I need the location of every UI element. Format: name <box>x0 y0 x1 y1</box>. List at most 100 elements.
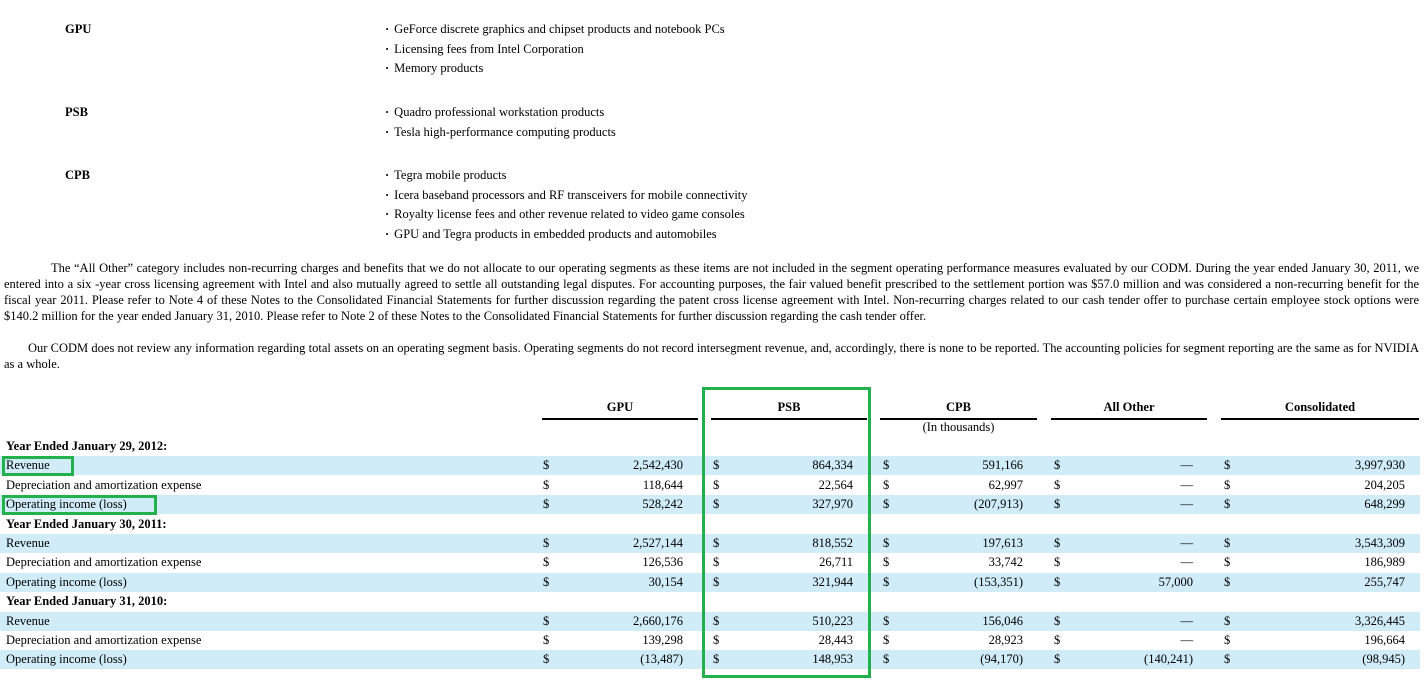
cell-value: — <box>1180 536 1194 550</box>
currency-symbol: $ <box>1054 613 1061 628</box>
cell-value: 148,953 <box>812 652 853 667</box>
currency-symbol: $ <box>1224 574 1231 589</box>
cell-value: 3,997,930 <box>1355 458 1405 473</box>
row-label: Revenue <box>6 458 50 473</box>
segment-item: Quadro professional workstation products <box>385 103 616 123</box>
currency-symbol: $ <box>1224 633 1231 647</box>
column-header-cpb: CPB <box>880 398 1037 420</box>
units-note: (In thousands) <box>922 420 995 434</box>
cell-value: 126,536 <box>642 555 683 570</box>
currency-symbol: $ <box>713 633 720 647</box>
cell-value: — <box>1180 497 1194 512</box>
currency-symbol: $ <box>543 652 550 667</box>
cell-value: 3,543,309 <box>1355 536 1405 550</box>
currency-symbol: $ <box>1224 458 1231 473</box>
segment-items-psb: Quadro professional workstation products… <box>385 103 616 142</box>
currency-symbol: $ <box>713 555 720 570</box>
cell-value: 30,154 <box>648 574 683 589</box>
table-row: Depreciation and amortization expense $12… <box>0 553 1420 572</box>
column-header-consolidated: Consolidated <box>1221 398 1419 420</box>
cell-value: 864,334 <box>812 458 853 473</box>
currency-symbol: $ <box>713 497 720 512</box>
cell-value: (98,945) <box>1362 652 1405 667</box>
period-header: Year Ended January 29, 2012: <box>6 439 168 453</box>
all-other-paragraph: The “All Other” category includes non-re… <box>4 261 1419 323</box>
currency-symbol: $ <box>1054 555 1061 570</box>
currency-symbol: $ <box>883 652 890 667</box>
row-label: Operating income (loss) <box>6 652 127 667</box>
currency-symbol: $ <box>883 477 890 492</box>
cell-value: — <box>1180 633 1194 647</box>
table-row: Depreciation and amortization expense $13… <box>0 631 1420 650</box>
cell-value: 57,000 <box>1158 574 1193 589</box>
cell-value: — <box>1180 477 1194 492</box>
currency-symbol: $ <box>883 536 890 550</box>
currency-symbol: $ <box>543 458 550 473</box>
segment-item: Memory products <box>385 59 725 79</box>
codm-paragraph: Our CODM does not review any information… <box>4 341 1419 371</box>
cell-value: 3,326,445 <box>1355 613 1405 628</box>
currency-symbol: $ <box>1224 497 1231 512</box>
cell-value: 818,552 <box>812 536 853 550</box>
cell-value: 510,223 <box>812 613 853 628</box>
segment-items-cpb: Tegra mobile products Icera baseband pro… <box>385 166 748 244</box>
segment-label-psb: PSB <box>65 105 88 119</box>
cell-value: 197,613 <box>982 536 1023 550</box>
currency-symbol: $ <box>883 458 890 473</box>
row-label: Depreciation and amortization expense <box>6 633 202 647</box>
cell-value: (140,241) <box>1144 652 1193 667</box>
segment-items-gpu: GeForce discrete graphics and chipset pr… <box>385 20 725 79</box>
table-row: Operating income (loss) $30,154 $321,944 $ (… <box>0 572 1420 592</box>
currency-symbol: $ <box>543 477 550 492</box>
currency-symbol: $ <box>543 555 550 570</box>
table-row: Revenue $2,660,176 $510,223 $156,046 $ — $3,32… <box>0 611 1420 631</box>
cell-value: 255,747 <box>1364 574 1405 589</box>
row-label: Revenue <box>6 613 50 628</box>
cell-value: 321,944 <box>812 574 853 589</box>
cell-value: (13,487) <box>640 652 683 667</box>
table-row: Operating income (loss) $ (13,487) $148,953… <box>0 650 1420 670</box>
currency-symbol: $ <box>1054 497 1061 512</box>
currency-symbol: $ <box>1224 652 1231 667</box>
cell-value: 2,527,144 <box>633 536 683 550</box>
cell-value: 28,923 <box>988 633 1023 647</box>
cell-value: 26,711 <box>819 555 853 570</box>
currency-symbol: $ <box>713 477 720 492</box>
currency-symbol: $ <box>1224 613 1231 628</box>
currency-symbol: $ <box>543 633 550 647</box>
segment-label-gpu: GPU <box>65 22 92 36</box>
cell-value: 204,205 <box>1364 477 1405 492</box>
currency-symbol: $ <box>1054 574 1061 589</box>
cell-value: 2,660,176 <box>633 613 683 628</box>
currency-symbol: $ <box>883 633 890 647</box>
row-label: Revenue <box>6 536 50 550</box>
table-row: Depreciation and amortization expense $11… <box>0 476 1420 495</box>
segment-item: Tegra mobile products <box>385 166 748 186</box>
segment-item: Royalty license fees and other revenue r… <box>385 205 748 225</box>
currency-symbol: $ <box>713 574 720 589</box>
currency-symbol: $ <box>883 497 890 512</box>
currency-symbol: $ <box>543 574 550 589</box>
cell-value: (153,351) <box>974 574 1023 589</box>
cell-value: 139,298 <box>642 633 683 647</box>
cell-value: (207,913) <box>974 497 1023 512</box>
currency-symbol: $ <box>1224 555 1231 570</box>
cell-value: 196,664 <box>1364 633 1405 647</box>
currency-symbol: $ <box>543 613 550 628</box>
cell-value: 118,644 <box>642 477 683 492</box>
currency-symbol: $ <box>883 555 890 570</box>
currency-symbol: $ <box>1054 633 1061 647</box>
currency-symbol: $ <box>543 536 550 550</box>
cell-value: 528,242 <box>642 497 683 512</box>
cell-value: 327,970 <box>812 497 853 512</box>
currency-symbol: $ <box>713 458 720 473</box>
cell-value: 156,046 <box>982 613 1023 628</box>
period-header: Year Ended January 31, 2010: <box>6 594 168 609</box>
row-label: Operating income (loss) <box>6 574 127 589</box>
currency-symbol: $ <box>1224 477 1231 492</box>
currency-symbol: $ <box>1054 477 1061 492</box>
cell-value: — <box>1180 458 1194 473</box>
currency-symbol: $ <box>883 574 890 589</box>
column-header-psb: PSB <box>711 398 867 420</box>
currency-symbol: $ <box>713 613 720 628</box>
